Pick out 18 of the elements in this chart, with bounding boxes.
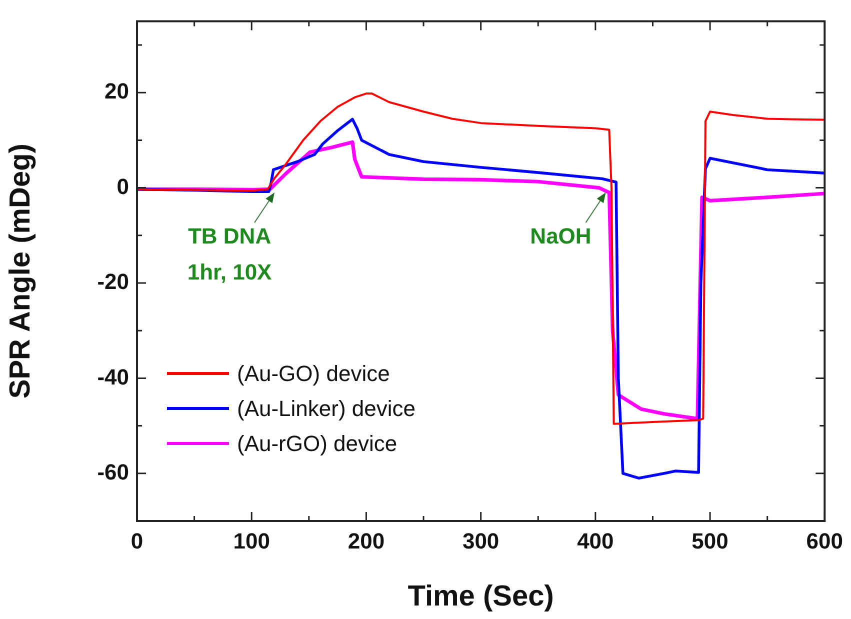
x-tick-label: 500 bbox=[692, 528, 728, 554]
x-tick-label: 300 bbox=[462, 528, 500, 554]
y-tick-label: -60 bbox=[97, 459, 129, 484]
legend-label: (Au-rGO) device bbox=[237, 430, 398, 458]
x-tick-label: 100 bbox=[233, 528, 270, 554]
x-axis-title: Time (Sec) bbox=[408, 580, 554, 613]
x-tick-label: 400 bbox=[577, 528, 614, 554]
y-tick-label: -40 bbox=[97, 364, 129, 390]
y-tick-label: 0 bbox=[116, 174, 129, 199]
y-axis-title: SPR Angle (mDeg) bbox=[4, 144, 36, 399]
x-tick-label: 600 bbox=[806, 528, 844, 554]
y-tick-label: 20 bbox=[104, 78, 129, 104]
y-tick-label: -20 bbox=[97, 269, 129, 294]
legend-label: (Au-Linker) device bbox=[237, 395, 416, 423]
annotation: TB DNA 1hr, 10X bbox=[187, 224, 272, 285]
x-tick-label: 200 bbox=[348, 528, 385, 554]
legend-label: (Au-GO) device bbox=[237, 360, 390, 388]
annotation: NaOH bbox=[530, 224, 592, 249]
